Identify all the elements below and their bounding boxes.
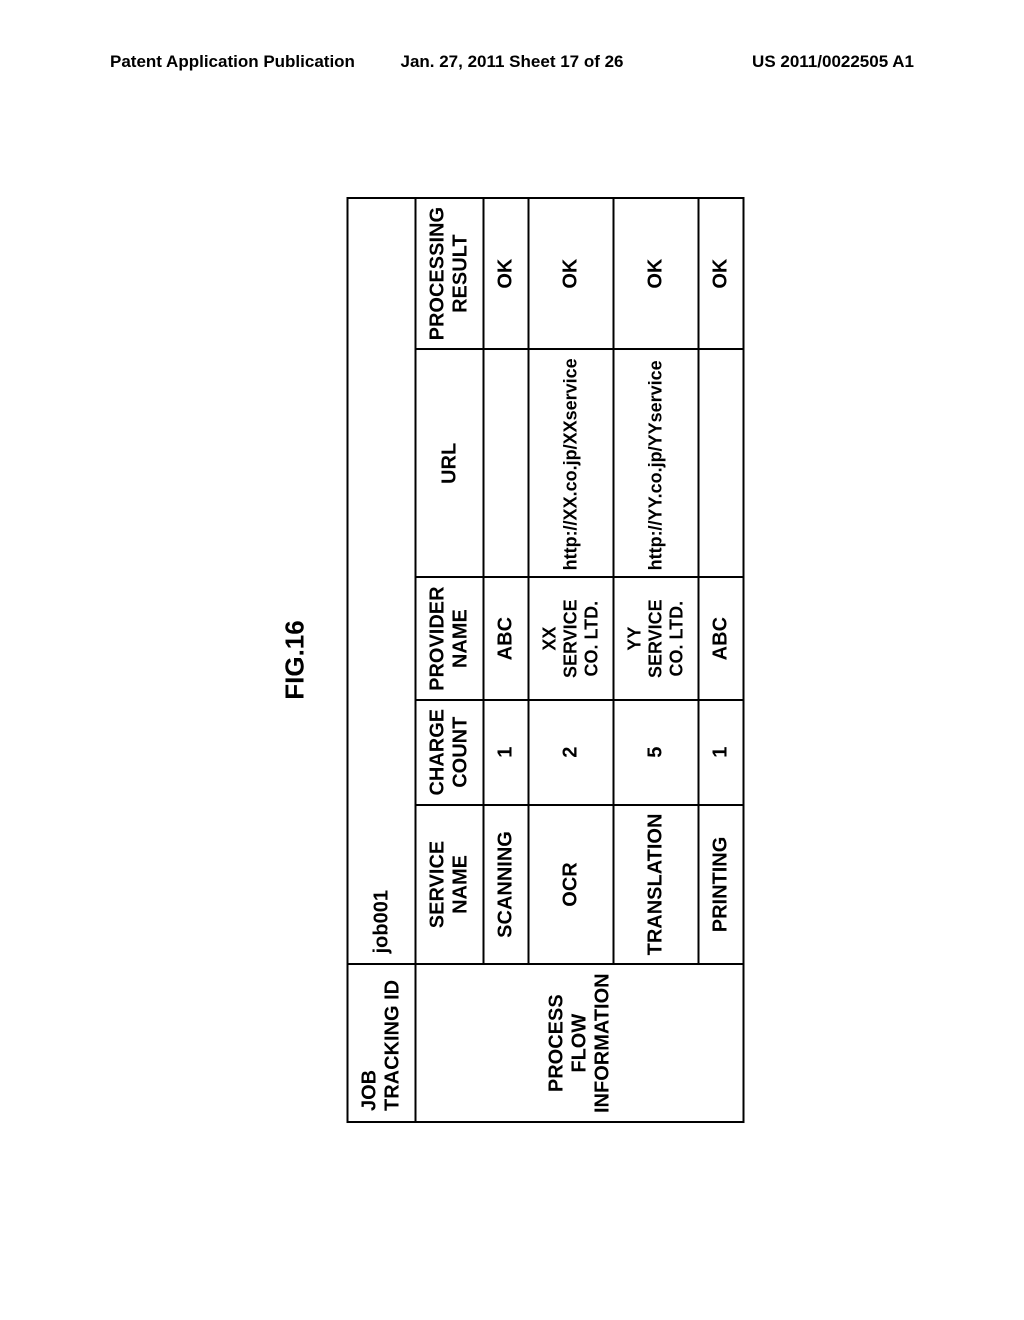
col-url: URL — [416, 349, 484, 577]
job-tracking-row: JOB TRACKING ID job001 — [348, 198, 416, 1122]
cell-service: OCR — [529, 805, 614, 965]
cell-provider: YY SERVICE CO. LTD. — [614, 577, 699, 699]
process-flow-info-label: PROCESS FLOW INFORMATION — [416, 964, 744, 1122]
cell-charge: 1 — [484, 700, 529, 805]
figure-label: FIG.16 — [280, 197, 311, 1123]
col-processing-result: PROCESSING RESULT — [416, 198, 484, 349]
job-tracking-id-label: JOB TRACKING ID — [348, 964, 416, 1122]
page-header: Patent Application Publication Jan. 27, … — [0, 52, 1024, 72]
cell-result: OK — [529, 198, 614, 349]
cell-charge: 1 — [699, 700, 744, 805]
cell-result: OK — [614, 198, 699, 349]
column-headers-row: PROCESS FLOW INFORMATION SERVICE NAME CH… — [416, 198, 484, 1122]
cell-charge: 2 — [529, 700, 614, 805]
cell-url: http://YY.co.jp/YYservice — [614, 349, 699, 577]
header-left: Patent Application Publication — [110, 52, 355, 72]
header-center: Jan. 27, 2011 Sheet 17 of 26 — [400, 52, 623, 72]
cell-url — [484, 349, 529, 577]
cell-result: OK — [484, 198, 529, 349]
job-table: JOB TRACKING ID job001 PROCESS FLOW INFO… — [347, 197, 745, 1123]
cell-charge: 5 — [614, 700, 699, 805]
cell-provider: ABC — [699, 577, 744, 699]
cell-result: OK — [699, 198, 744, 349]
cell-provider: ABC — [484, 577, 529, 699]
cell-service: SCANNING — [484, 805, 529, 965]
cell-url — [699, 349, 744, 577]
cell-service: PRINTING — [699, 805, 744, 965]
job-tracking-id-value: job001 — [348, 198, 416, 964]
col-provider-name: PROVIDER NAME — [416, 577, 484, 699]
header-right: US 2011/0022505 A1 — [752, 52, 914, 72]
cell-service: TRANSLATION — [614, 805, 699, 965]
col-charge-count: CHARGE COUNT — [416, 700, 484, 805]
cell-url: http://XX.co.jp/XXservice — [529, 349, 614, 577]
figure-area: FIG.16 JOB TRACKING ID job001 PROCESS FL… — [280, 197, 745, 1123]
cell-provider: XX SERVICE CO. LTD. — [529, 577, 614, 699]
col-service-name: SERVICE NAME — [416, 805, 484, 965]
